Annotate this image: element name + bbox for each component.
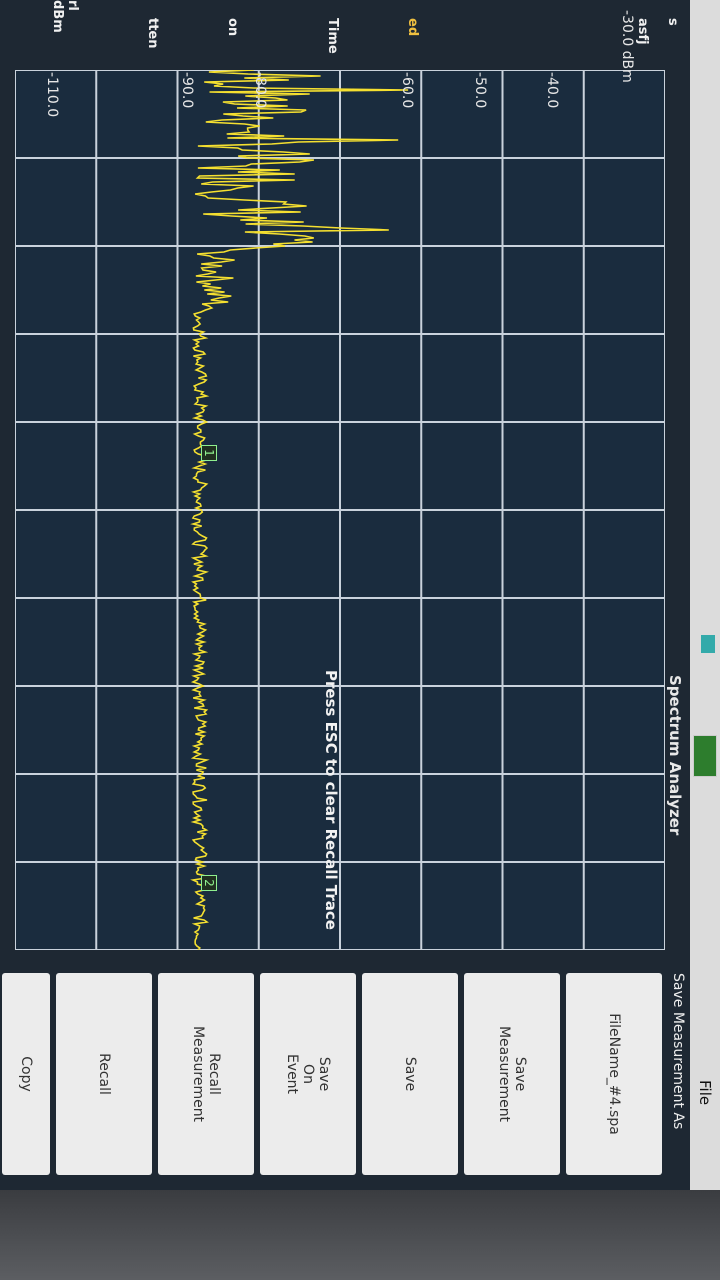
- button-label: Event: [284, 1053, 300, 1095]
- y-tick-label: -80.0: [252, 72, 268, 109]
- y-tick-label: -110.0: [44, 72, 60, 118]
- side-label: s: [665, 18, 680, 26]
- side-label: tten: [145, 18, 160, 49]
- button-label: Measurement: [496, 1025, 512, 1123]
- save-measurement-button[interactable]: Save Measurement: [464, 973, 560, 1175]
- button-label: Save: [512, 1056, 528, 1092]
- side-label: rl: [65, 0, 80, 11]
- y-tick-label: -60.0: [399, 72, 415, 109]
- save-on-event-button[interactable]: Save On Event: [260, 973, 356, 1175]
- file-menu[interactable]: File: [696, 1080, 714, 1106]
- button-label: Recall: [96, 1053, 112, 1095]
- left-info-strip: rl dBm: [0, 0, 80, 60]
- y-tick-label: -50.0: [472, 72, 488, 109]
- side-label: asfj: [635, 18, 650, 45]
- panel-title: Save Measurement As: [670, 973, 686, 1130]
- y-tick-label: -40.0: [544, 72, 560, 109]
- spectrum-plot: Press ESC to clear Recall Trace 1 2: [15, 70, 665, 950]
- save-button[interactable]: Save: [362, 973, 458, 1175]
- button-label: Save: [316, 1056, 332, 1092]
- button-label: Recall: [206, 1053, 222, 1095]
- side-label: ed: [405, 18, 420, 37]
- side-label: Time: [325, 18, 340, 54]
- battery-icon: [693, 735, 717, 777]
- filename-field[interactable]: FileName_#4.spa: [566, 973, 662, 1175]
- recall-trace-message: Press ESC to clear Recall Trace: [322, 670, 340, 930]
- monitor-bezel: [0, 1190, 720, 1280]
- side-label: on: [225, 18, 240, 37]
- button-label: Measurement: [190, 1025, 206, 1123]
- side-label: dBm: [50, 0, 65, 33]
- marker-2[interactable]: 2: [201, 875, 217, 891]
- marker-1[interactable]: 1: [201, 445, 217, 461]
- spectrum-trace: [190, 70, 409, 950]
- rotated-ui: File Spectrum Analyzer Press ESC to clea…: [0, 0, 720, 1190]
- app-title: Spectrum Analyzer: [666, 675, 684, 836]
- filename-text: FileName_#4.spa: [606, 1013, 622, 1135]
- ref-level-label: -30.0 dBm: [619, 10, 635, 83]
- top-menu-bar: File: [690, 0, 720, 1190]
- plot-svg: [15, 70, 665, 950]
- button-label: Copy: [18, 1056, 34, 1092]
- y-tick-label: -90.0: [179, 72, 195, 109]
- copy-button[interactable]: Copy: [2, 973, 50, 1175]
- button-label: Save: [402, 1056, 418, 1092]
- recall-measurement-button[interactable]: Recall Measurement: [158, 973, 254, 1175]
- recall-button[interactable]: Recall: [56, 973, 152, 1175]
- button-label: On: [300, 1064, 316, 1084]
- network-icon: [701, 635, 715, 653]
- softkey-panel: Save Measurement As FileName_#4.spa Save…: [0, 965, 690, 1190]
